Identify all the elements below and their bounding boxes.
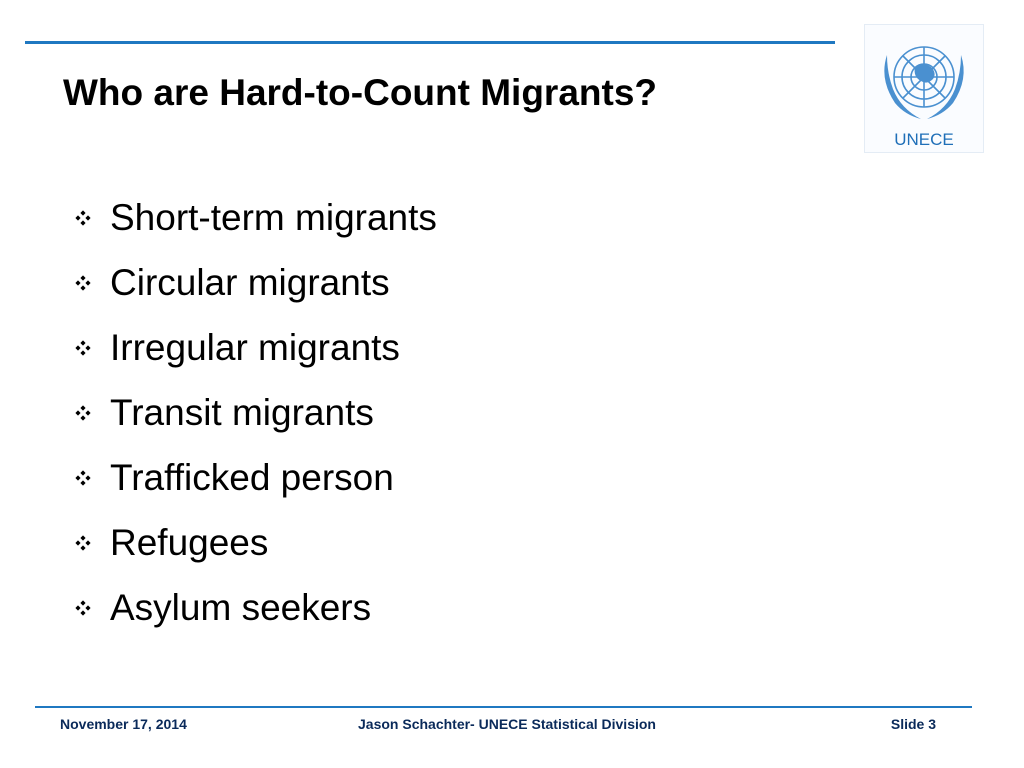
- bullet-item: Asylum seekers: [75, 575, 437, 640]
- bullet-item: Trafficked person: [75, 445, 437, 510]
- bullet-item: Irregular migrants: [75, 315, 437, 380]
- top-rule: [25, 41, 835, 44]
- bullet-item: Transit migrants: [75, 380, 437, 445]
- logo-text: UNECE: [894, 130, 954, 149]
- bullet-text: Transit migrants: [110, 391, 374, 433]
- footer-rule: [35, 706, 972, 708]
- bullet-item: Short-term migrants: [75, 185, 437, 250]
- bullet-marker: [75, 534, 91, 551]
- un-emblem: UNECE: [884, 46, 964, 149]
- bullet-list: Short-term migrants Circular migrants Irre…: [75, 185, 437, 640]
- unece-logo: UNECE: [864, 24, 984, 153]
- slide-title: Who are Hard-to-Count Migrants?: [63, 72, 658, 113]
- bullet-marker: [75, 339, 91, 356]
- bullet-text: Circular migrants: [110, 261, 390, 303]
- bullet-text: Asylum seekers: [110, 586, 372, 628]
- bullet-text: Irregular migrants: [110, 326, 400, 368]
- bullet-marker: [75, 469, 91, 486]
- bullet-item: Circular migrants: [75, 250, 437, 315]
- footer-date: November 17, 2014: [60, 716, 187, 732]
- footer-slide-number: Slide 3: [890, 716, 936, 732]
- bullet-marker: [75, 209, 91, 226]
- bullet-marker: [75, 404, 91, 421]
- bullet-item: Refugees: [75, 510, 437, 575]
- bullet-marker: [75, 599, 91, 616]
- bullet-text: Refugees: [110, 521, 269, 563]
- bullet-text: Trafficked person: [110, 456, 394, 498]
- bullet-text: Short-term migrants: [110, 196, 437, 238]
- footer-author: Jason Schachter- UNECE Statistical Divis…: [358, 716, 656, 732]
- bullet-marker: [75, 274, 91, 291]
